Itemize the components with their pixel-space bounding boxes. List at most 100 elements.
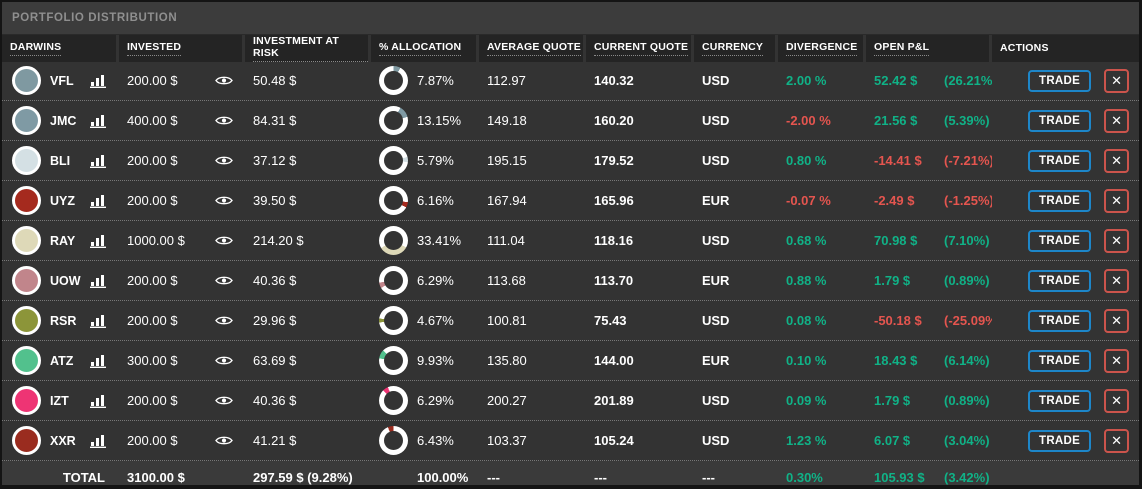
header-divergence[interactable]: DIVERGENCE [778,35,866,62]
close-icon: ✕ [1111,312,1123,328]
eye-visibility-icon[interactable] [215,115,233,126]
bar-chart-icon[interactable] [90,234,107,248]
header-current-quote[interactable]: CURRENT QUOTE [586,35,694,62]
trade-button[interactable]: TRADE [1028,389,1092,412]
trade-button[interactable]: TRADE [1028,109,1092,132]
remove-button[interactable]: ✕ [1104,148,1130,173]
bar-chart-icon[interactable] [90,74,107,88]
trade-button[interactable]: TRADE [1028,349,1092,372]
divergence-cell: 1.23 % [778,421,866,460]
header-open-pnl[interactable]: OPEN P&L [866,35,992,62]
remove-button[interactable]: ✕ [1104,348,1130,373]
average-quote-cell: 149.18 [479,101,586,140]
average-quote-cell: 111.04 [479,221,586,260]
currency-value: USD [702,313,730,328]
bar-chart-icon[interactable] [90,194,107,208]
invested-value: 200.00 $ [127,73,178,88]
open-pnl-cell: 1.79 $ (0.89%) [866,261,992,300]
currency-cell: USD [694,141,778,180]
header-investment-at-risk[interactable]: INVESTMENT AT RISK [245,35,371,62]
allocation-value: 6.29% [417,273,454,288]
bar-chart-icon[interactable] [90,114,107,128]
eye-visibility-icon[interactable] [215,155,233,166]
divergence-value: 0.68 % [786,233,827,248]
trade-button[interactable]: TRADE [1028,149,1092,172]
close-icon: ✕ [1111,352,1123,368]
divergence-value: 0.80 % [786,153,827,168]
donut-hole [384,311,403,330]
remove-button[interactable]: ✕ [1104,188,1130,213]
trade-button[interactable]: TRADE [1028,309,1092,332]
risk-value: 37.12 $ [253,153,297,168]
current-quote-cell: 140.32 [586,61,694,100]
risk-value: 84.31 $ [253,113,297,128]
bar-chart-icon[interactable] [90,154,107,168]
pnl-amount: 1.79 $ [874,393,911,408]
risk-cell: 40.36 $ [245,261,371,300]
eye-visibility-icon[interactable] [215,395,233,406]
invested-value: 200.00 $ [127,433,178,448]
invested-cell: 200.00 $ [119,61,245,100]
currency-value: USD [702,113,730,128]
remove-button[interactable]: ✕ [1104,308,1130,333]
total-divergence: 0.30% [786,469,823,485]
currency-cell: USD [694,381,778,420]
bar-chart-icon[interactable] [90,394,107,408]
invested-cell: 400.00 $ [119,101,245,140]
bar-chart-icon[interactable] [90,314,107,328]
pnl-percent: (6.14%) [944,353,990,368]
eye-visibility-icon[interactable] [215,235,233,246]
trade-button[interactable]: TRADE [1028,69,1092,92]
header-invested[interactable]: INVESTED [119,35,245,62]
allocation-cell: 9.93% [371,341,479,380]
allocation-cell: 7.87% [371,61,479,100]
remove-button[interactable]: ✕ [1104,428,1130,453]
trade-button[interactable]: TRADE [1028,429,1092,452]
bar-chart-icon[interactable] [90,354,107,368]
open-pnl-cell: 1.79 $ (0.89%) [866,381,992,420]
remove-button[interactable]: ✕ [1104,108,1130,133]
trade-button[interactable]: TRADE [1028,269,1092,292]
divergence-cell: 0.80 % [778,141,866,180]
header-darwins[interactable]: DARWINS [2,35,119,62]
currency-value: EUR [702,353,730,368]
risk-value: 41.21 $ [253,433,297,448]
remove-button[interactable]: ✕ [1104,228,1130,253]
remove-button[interactable]: ✕ [1104,268,1130,293]
risk-value: 29.96 $ [253,313,297,328]
divergence-cell: 0.68 % [778,221,866,260]
allocation-value: 6.43% [417,433,454,448]
close-icon: ✕ [1111,192,1123,208]
bar-chart-icon[interactable] [90,434,107,448]
total-row: TOTAL 3100.00 $ 297.59 $ (9.28%) 100.00%… [2,461,1139,485]
eye-visibility-icon[interactable] [215,195,233,206]
eye-visibility-icon[interactable] [215,75,233,86]
bar-chart-icon[interactable] [90,274,107,288]
remove-button[interactable]: ✕ [1104,68,1130,93]
current-quote-value: 140.32 [594,73,634,88]
allocation-cell: 4.67% [371,301,479,340]
table-body: VFL 200.00 $ 50.48 $ 7.87% 112.97 [2,61,1139,461]
darwin-cell: IZT [2,381,119,420]
trade-button[interactable]: TRADE [1028,229,1092,252]
currency-cell: USD [694,101,778,140]
eye-visibility-icon[interactable] [215,435,233,446]
header-currency[interactable]: CURRENCY [694,35,778,62]
allocation-value: 6.29% [417,393,454,408]
trade-button[interactable]: TRADE [1028,189,1092,212]
header-average-quote[interactable]: AVERAGE QUOTE [479,35,586,62]
average-quote-value: 112.97 [487,73,526,88]
eye-visibility-icon[interactable] [215,315,233,326]
current-quote-value: 113.70 [594,273,634,288]
remove-button[interactable]: ✕ [1104,388,1130,413]
pnl-amount: -14.41 $ [874,153,922,168]
invested-value: 200.00 $ [127,153,178,168]
open-pnl-cell: 21.56 $ (5.39%) [866,101,992,140]
current-quote-cell: 113.70 [586,261,694,300]
header-allocation[interactable]: % ALLOCATION [371,35,479,62]
pnl-amount: 70.98 $ [874,233,918,248]
eye-visibility-icon[interactable] [215,275,233,286]
eye-visibility-icon[interactable] [215,355,233,366]
allocation-cell: 6.16% [371,181,479,220]
open-pnl-cell: 6.07 $ (3.04%) [866,421,992,460]
